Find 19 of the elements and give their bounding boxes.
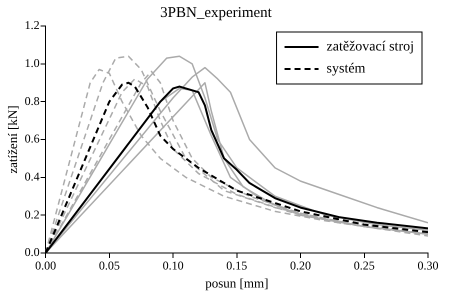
y-tick-label: 0.0 — [24, 245, 40, 260]
y-tick-label: 0.6 — [24, 132, 40, 146]
y-tick-label: 1.0 — [24, 56, 40, 70]
x-tick-label: 0.20 — [290, 258, 312, 272]
x-tick-label: 0.25 — [354, 258, 375, 272]
x-tick-label: 0.00 — [35, 258, 56, 272]
legend-label: systém — [326, 62, 366, 77]
x-tick-label: 0.30 — [418, 258, 438, 272]
y-axis-title: zatížení [kN] — [5, 105, 20, 174]
x-tick-label: 0.05 — [98, 258, 120, 272]
x-tick-label: 0.15 — [226, 258, 248, 272]
x-tick-label: 0.10 — [162, 258, 184, 272]
y-tick-label: 0.4 — [24, 169, 40, 184]
chart-title: 3PBN_experiment — [160, 4, 273, 21]
y-tick-label: 0.2 — [24, 207, 40, 222]
legend-label: zatěžovací stroj — [326, 40, 414, 55]
y-tick-label: 1.2 — [24, 18, 40, 32]
y-tick-label: 0.8 — [24, 94, 40, 108]
x-axis-title: posun [mm] — [205, 276, 268, 291]
